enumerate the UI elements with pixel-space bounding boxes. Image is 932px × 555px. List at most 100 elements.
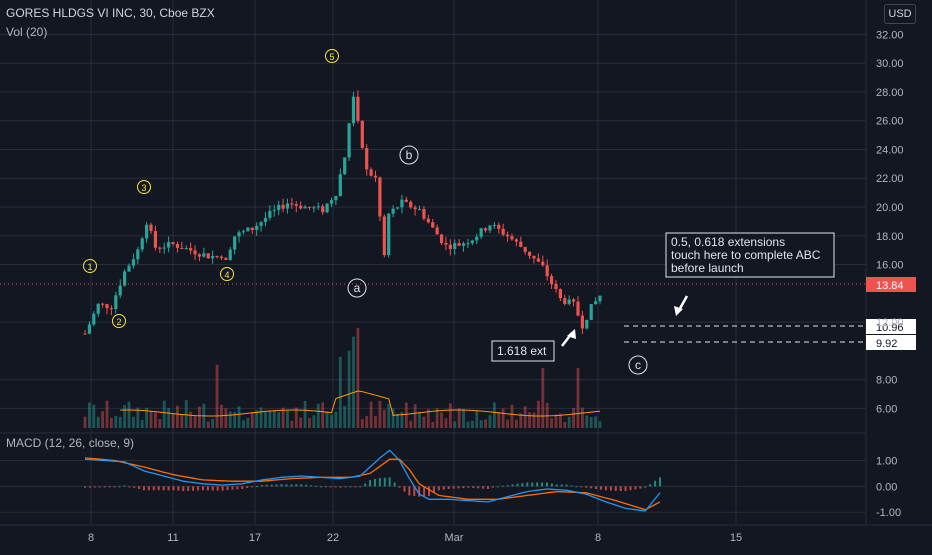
volume-bar: [374, 415, 377, 428]
candle-body: [175, 244, 180, 248]
candle-body: [409, 201, 413, 208]
macd-histogram-bar: [359, 486, 362, 488]
macd-histogram-bar: [192, 486, 195, 491]
candle-body: [299, 205, 303, 209]
candle-body: [312, 207, 316, 209]
candle-body: [334, 196, 338, 201]
candle-body: [435, 227, 439, 235]
volume-bar: [422, 416, 426, 428]
macd-histogram-bar: [619, 486, 622, 492]
volume-bar: [506, 419, 509, 428]
macd-histogram-bar: [457, 486, 460, 489]
volume-bar: [145, 407, 149, 428]
candle-body: [343, 157, 347, 175]
x-tick-label: 8: [595, 532, 601, 544]
wave-label-2: 2: [112, 314, 126, 328]
volume-bar: [514, 419, 518, 428]
candle-body: [448, 244, 452, 249]
volume-bar: [330, 414, 333, 428]
currency-button[interactable]: USD: [884, 4, 916, 24]
note-arrow: [674, 295, 689, 316]
volume-bar: [110, 417, 113, 428]
macd-histogram-bar: [629, 486, 632, 491]
macd-histogram-bar: [324, 486, 327, 488]
volume-bar: [127, 401, 131, 428]
volume-bar: [334, 411, 338, 428]
candle-body: [114, 295, 118, 310]
candle-body: [105, 304, 109, 309]
candle-body: [426, 218, 430, 223]
volume-bar: [171, 414, 175, 428]
volume-bar: [242, 420, 245, 428]
macd-histogram-bar: [565, 484, 568, 487]
macd-histogram-bar: [526, 482, 529, 487]
volume-bar: [347, 350, 351, 428]
volume-bar: [83, 416, 87, 428]
candle-body: [162, 247, 166, 249]
candle-body: [197, 254, 202, 257]
volume-bar: [457, 408, 461, 428]
volume-bar: [215, 364, 219, 428]
macd-histogram-bar: [369, 479, 372, 487]
macd-histogram-bar: [256, 486, 259, 488]
volume-bar: [594, 416, 597, 428]
y-tick-label: 28.00: [876, 87, 904, 99]
svg-text:5: 5: [329, 52, 334, 62]
candle-body: [475, 236, 479, 241]
macd-histogram-bar: [329, 486, 332, 488]
candle-body: [83, 333, 87, 335]
macd-histogram-bar: [275, 484, 278, 487]
x-tick-label: 22: [327, 532, 339, 544]
volume-bar: [567, 416, 571, 428]
volume-bar: [281, 407, 285, 428]
volume-bar: [308, 417, 311, 428]
macd-histogram-bar: [506, 485, 509, 487]
volume-bar: [294, 407, 298, 428]
volume-bar: [198, 406, 201, 428]
volume-bar: [211, 418, 215, 428]
candle-body: [153, 231, 158, 248]
volume-bar: [576, 368, 580, 428]
volume-bar: [488, 415, 492, 428]
wave-label-5: 5: [325, 49, 339, 63]
candle-body: [87, 324, 92, 334]
volume-bar: [413, 404, 417, 428]
candle-body: [439, 234, 444, 243]
volume-bar: [118, 416, 122, 428]
candle-body: [329, 200, 334, 204]
candle-body: [101, 303, 105, 305]
macd-histogram-bar: [251, 486, 254, 488]
volume-bar: [598, 421, 602, 428]
candle-body: [492, 224, 496, 226]
macd-histogram-bar: [236, 486, 239, 490]
macd-histogram-bar: [128, 486, 131, 488]
volume-bar: [228, 411, 232, 428]
y-tick-label: 26.00: [876, 116, 904, 128]
volume-bar: [497, 411, 501, 428]
macd-histogram-bar: [659, 477, 661, 487]
candle-body: [589, 304, 593, 320]
volume-bar: [589, 417, 593, 428]
volume-bar: [378, 400, 382, 428]
candle-body: [453, 243, 457, 249]
volume-bar: [193, 416, 197, 428]
candle-body: [400, 199, 404, 208]
volume-bar: [558, 413, 562, 428]
macd-histogram-bar: [118, 486, 121, 488]
volume-bar: [132, 416, 135, 428]
volume-bar: [510, 404, 514, 428]
macd-histogram-bar: [305, 484, 308, 487]
svg-text:b: b: [406, 148, 413, 162]
volume-bar: [246, 417, 250, 428]
volume-bar: [272, 410, 276, 428]
macd-histogram-bar: [383, 477, 386, 487]
volume-bar: [365, 415, 369, 428]
candle-body: [558, 289, 562, 299]
svg-text:touch here to complete ABC: touch here to complete ABC: [671, 248, 821, 262]
macd-histogram-bar: [167, 486, 170, 491]
macd-histogram-bar: [354, 486, 357, 488]
y-tick-label: 32.00: [876, 29, 904, 41]
macd-histogram-bar: [388, 477, 391, 487]
